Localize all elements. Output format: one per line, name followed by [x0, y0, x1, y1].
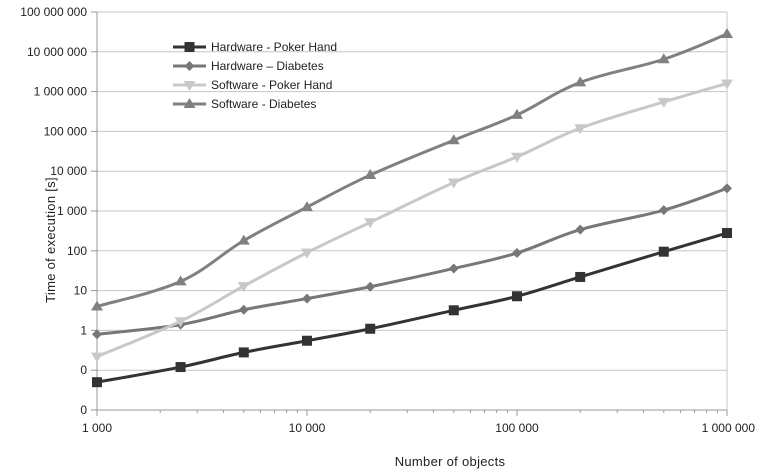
series-1-point: [302, 335, 312, 346]
series-4-point: [364, 169, 377, 180]
y-tick-label: 1 000: [57, 204, 87, 218]
y-tick-label: 0: [80, 363, 87, 377]
series-3-point: [447, 178, 460, 189]
x-tick-label: 10 000: [289, 421, 326, 435]
legend-item-2: Hardware – Diabetes: [173, 59, 324, 73]
axes: [91, 11, 728, 416]
series-3-point: [511, 152, 523, 163]
series-3-point: [237, 282, 250, 293]
series-2-point: [722, 183, 732, 194]
x-axis-title: Number of objects: [395, 454, 506, 469]
legend-label: Hardware - Poker Hand: [211, 40, 337, 54]
series-4-point: [657, 53, 670, 64]
series-1-point: [658, 246, 669, 257]
series-4-point: [237, 234, 250, 245]
grid-lines: [97, 11, 727, 411]
y-tick-label: 10: [74, 284, 88, 298]
series-lines: [91, 28, 733, 388]
legend-label: Software - Poker Hand: [211, 78, 332, 92]
series-1-point: [448, 305, 459, 316]
y-tick-label: 10 000: [50, 164, 87, 178]
series-2-point: [302, 293, 312, 304]
y-axis-title: Time of execution [s]: [43, 177, 58, 303]
series-1-point: [238, 347, 249, 358]
legend-marker: [183, 81, 196, 91]
series-1-point: [722, 228, 732, 239]
series-4-point: [301, 201, 313, 212]
y-tick-label: 100 000: [44, 124, 88, 138]
series-1-point: [365, 323, 376, 334]
series-3-point: [301, 248, 313, 259]
series-2-point: [365, 281, 376, 292]
series-2-point: [512, 248, 522, 259]
y-tick-label: 1: [80, 323, 87, 337]
series-1-point: [92, 377, 102, 388]
y-tick-label: 10 000 000: [27, 45, 87, 59]
series-4-point: [721, 28, 733, 39]
x-tick-labels: 1 000 10 000 100 000 1 000 000: [82, 421, 755, 435]
series-2-point: [575, 224, 586, 235]
y-tick-labels: 0 0 1 10 100 1 000 10 000 100 000 1 000 000 10 00…: [20, 5, 87, 417]
series-4-point: [91, 300, 103, 311]
legend-label: Software - Diabetes: [211, 97, 316, 111]
series-3-point: [364, 218, 377, 229]
series-1-line: [96, 231, 728, 384]
series-4-point: [447, 134, 460, 145]
legend-marker: [184, 42, 195, 52]
series-1-point: [175, 362, 186, 373]
series-4-point: [174, 275, 187, 286]
series-4-line: [96, 32, 728, 308]
y-tick-label: 100: [67, 244, 87, 258]
legend-item-3: Software - Poker Hand: [173, 78, 332, 92]
y-tick-label: 1 000 000: [34, 85, 88, 99]
series-3-point: [574, 124, 587, 135]
legend-label: Hardware – Diabetes: [211, 59, 324, 73]
series-2-point: [92, 329, 102, 340]
series-2-point: [238, 304, 249, 315]
series-4-point: [574, 76, 587, 87]
x-tick-label: 1 000: [82, 421, 112, 435]
series-2-line: [96, 186, 728, 336]
legend: Hardware - Poker Hand Hardware – Diabetes…: [173, 40, 337, 111]
series-3-point: [91, 352, 103, 363]
series-1-point: [512, 291, 522, 302]
legend-item-4: Software - Diabetes: [173, 97, 316, 111]
series-3-point: [721, 79, 733, 90]
x-tick-label: 1 000 000: [702, 421, 756, 435]
legend-marker: [184, 61, 195, 71]
x-tick-label: 100 000: [495, 421, 539, 435]
series-1-point: [575, 271, 586, 282]
series-4-point: [511, 108, 523, 119]
series-2-point: [448, 263, 459, 274]
series-3-point: [657, 97, 670, 108]
series-3-line: [96, 82, 728, 358]
y-tick-label: 0: [80, 403, 87, 417]
series-3-point: [174, 317, 187, 328]
series-2-point: [658, 205, 669, 216]
legend-item-1: Hardware - Poker Hand: [173, 40, 337, 54]
legend-marker: [183, 98, 196, 108]
y-tick-label: 100 000 000: [20, 5, 87, 19]
